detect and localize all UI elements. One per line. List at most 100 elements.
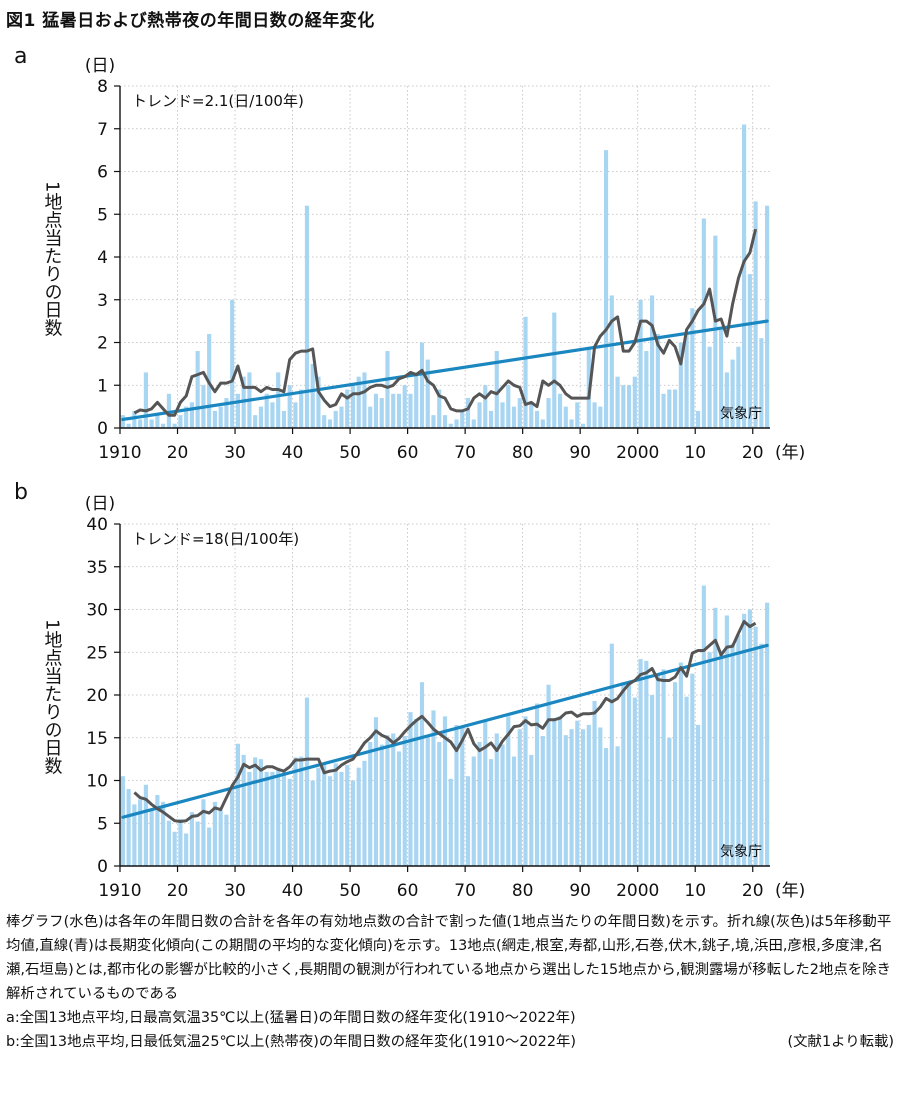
x-tick-label: 1910 (98, 881, 141, 901)
bar (327, 419, 333, 428)
bar (529, 402, 534, 428)
y-tick-label: 5 (97, 205, 108, 225)
bar (627, 385, 632, 428)
bar (678, 662, 683, 866)
bar (713, 607, 718, 866)
bar (368, 406, 373, 428)
bar (661, 393, 666, 428)
bar (218, 810, 223, 866)
bar (627, 682, 632, 866)
bar (149, 810, 154, 866)
y-tick-label: 7 (97, 120, 108, 140)
chart-panel-b: 0 5 10 15 20 25 30 35 40 1910 20 30 40 50 60 70 80 90 2000… (42, 494, 806, 901)
bar (747, 274, 752, 428)
bar (230, 789, 235, 866)
bar (477, 742, 482, 866)
bar (552, 312, 557, 428)
bar (684, 333, 689, 428)
bar (592, 700, 597, 866)
bar (494, 733, 499, 866)
bar (178, 415, 183, 428)
bar (465, 398, 471, 428)
bar (431, 415, 436, 428)
bar (638, 659, 643, 866)
bar (759, 643, 764, 866)
bar (293, 757, 298, 866)
bar (126, 789, 131, 866)
bar (218, 406, 223, 428)
bar (172, 423, 177, 428)
bar (155, 415, 160, 428)
caption-description: 棒グラフ(水色)は各年の年間日数の合計を各年の有効地点数の合計で割った値(1地点… (6, 914, 892, 1002)
x-tick-label: 10 (684, 443, 706, 463)
bar (385, 735, 390, 866)
bar (120, 776, 125, 866)
bar (327, 776, 333, 866)
bar (696, 410, 701, 428)
bar (529, 754, 534, 866)
y-tick-label: 3 (97, 291, 108, 311)
bar (253, 757, 258, 866)
bar (523, 716, 528, 866)
bar (442, 716, 448, 866)
bar (448, 423, 453, 428)
y-tick-label: 35 (86, 558, 108, 578)
bar (575, 402, 580, 428)
bar (707, 346, 712, 428)
bar (339, 771, 344, 866)
bar (759, 338, 764, 428)
bar (120, 415, 125, 428)
bar (523, 316, 528, 428)
bar (673, 389, 678, 428)
bar (287, 385, 292, 428)
bar (379, 398, 384, 428)
bar (356, 767, 361, 866)
bar (143, 372, 148, 428)
bar (534, 703, 540, 866)
bar (414, 372, 419, 428)
bar (644, 660, 649, 866)
trend-label: トレンド=18(日/100年) (132, 530, 299, 548)
bar (730, 359, 735, 428)
bar (500, 402, 505, 428)
bar (402, 385, 407, 428)
x-tick-label: 70 (454, 443, 476, 463)
bar (471, 756, 476, 866)
bar (143, 784, 148, 866)
bar (632, 697, 637, 866)
y-tick-label: 0 (97, 419, 108, 439)
bar (621, 682, 626, 866)
bar (437, 742, 442, 866)
bar (299, 756, 304, 866)
bar (276, 767, 281, 866)
bar (586, 724, 591, 866)
bar (241, 754, 246, 866)
x-tick-label: 20 (167, 443, 189, 463)
bar (184, 406, 189, 428)
bar (448, 778, 453, 866)
bar (138, 799, 143, 866)
bar (713, 235, 718, 428)
bar (661, 669, 666, 866)
bar (304, 697, 310, 866)
bar (350, 780, 356, 866)
bar (304, 205, 310, 428)
chart-panel-a: 0 1 2 3 4 5 6 7 8 1910 20 30 40 50 60 70 80 90 2000 10 20 (年)… (42, 56, 806, 463)
panel-label-b: b (14, 480, 28, 505)
bar (690, 308, 695, 428)
x-tick-label: 60 (397, 443, 419, 463)
caption-panel-b: b:全国13地点平均,日最低気温25℃以上(熱帯夜)の年間日数の経年変化(191… (6, 1034, 576, 1050)
bar (483, 720, 488, 866)
y-tick-label: 5 (97, 814, 108, 834)
bar (742, 124, 747, 428)
bar (184, 833, 189, 866)
bar (345, 765, 350, 866)
x-tick-label: 80 (512, 881, 534, 901)
y-tick-label: 8 (97, 77, 108, 97)
y-tick-label: 15 (86, 729, 108, 749)
y-tick-label: 6 (97, 163, 108, 183)
x-tick-label: 50 (339, 443, 361, 463)
x-tick-label: 2000 (616, 443, 659, 463)
moving-average-line (133, 228, 758, 417)
bar (149, 419, 154, 428)
